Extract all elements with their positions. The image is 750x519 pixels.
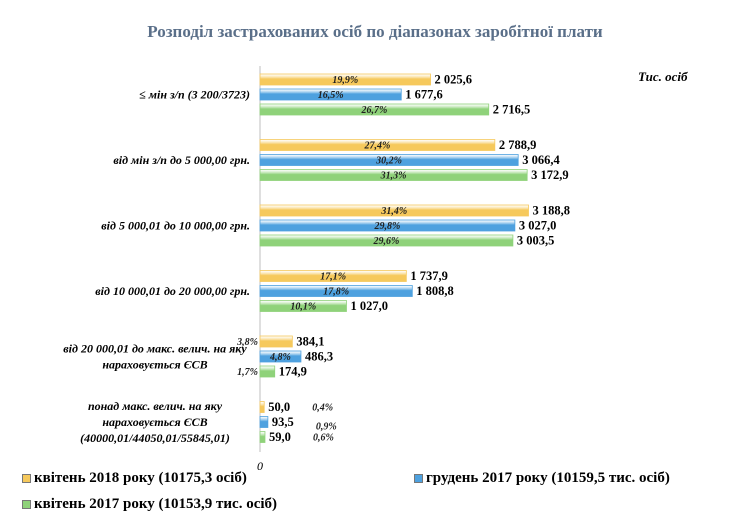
percent-label: 0,6% [313,433,334,444]
bar-dec-2017 [259,285,413,297]
value-label: 3 003,5 [517,234,555,248]
bar-dec-2017 [259,154,519,166]
value-label: 2 716,5 [493,103,531,117]
bar-apr-2018 [259,401,265,413]
units-label: Тис. осіб [638,69,688,84]
bar-apr-2017 [259,103,490,116]
percent-label: 29,6% [373,236,400,247]
bar-apr-2017 [259,300,347,312]
x-tick-label: 0 [257,459,263,473]
percent-label: 17,8% [323,287,349,298]
value-label: 3 066,4 [522,153,560,167]
category-label-line: ≤ мін з/п (3 200/3723) [139,88,250,102]
percent-label: 10,1% [290,302,316,313]
category-label-line: від 10 000,01 до 20 000,00 грн. [95,284,250,298]
bar-apr-2018 [259,204,529,217]
value-label: 486,3 [305,350,333,364]
value-label: 1 677,6 [405,88,443,102]
value-label: 384,1 [296,335,324,349]
category-label-line: від 20 000,01 до макс. велич. на яку [63,342,247,356]
bar-apr-2017 [259,431,266,443]
value-label: 2 025,6 [435,73,473,87]
bar-apr-2017 [259,234,514,247]
bar-apr-2018 [259,270,407,282]
category-label: від 20 000,01 до макс. велич. на яку нара… [63,342,247,372]
category-label: понад макс. велич. на яку нараховується Є… [80,399,230,445]
value-label: 2 788,9 [499,138,537,152]
value-label: 93,5 [272,415,294,429]
percent-label: 3,8% [236,337,258,348]
percent-label: 29,8% [374,221,401,232]
percent-label: 26,7% [360,105,387,116]
value-label: 50,0 [268,400,290,414]
percent-label: 1,7% [237,367,258,378]
category-label: від 5 000,01 до 10 000,00 грн. [101,219,250,233]
bar-dec-2017 [259,350,302,363]
percent-label: 30,2% [375,156,402,167]
value-label: 3 172,9 [531,168,569,182]
category-label-line: нараховується ЄСВ [102,358,207,372]
value-label: 1 737,9 [410,269,448,283]
category-label: від 10 000,01 до 20 000,00 грн. [95,284,250,298]
percent-label: 27,4% [363,141,390,152]
chart-title: Розподіл застрахованих осіб по діапазона… [147,22,603,41]
bar-dec-2017 [259,219,516,232]
percent-label: 4,8% [269,352,291,363]
value-label: 3 188,8 [532,204,570,218]
value-label: 3 027,0 [519,219,557,233]
percent-label: 31,3% [380,171,407,182]
percent-label: 19,9% [332,75,358,86]
percent-label: 31,4% [380,206,407,217]
bar-dec-2017 [259,88,402,101]
category-label-line: (40000,01/44050,01/55845,01) [80,431,230,445]
bar-apr-2018 [259,139,496,151]
percent-label: 16,5% [318,90,344,101]
category-label: від мін з/п до 5 000,00 грн. [113,153,250,167]
category-label-line: нараховується ЄСВ [102,415,207,429]
bar-dec-2017 [259,416,269,428]
percent-label: 0,9% [316,422,337,433]
percent-label: 0,4% [312,403,333,414]
category-label: ≤ мін з/п (3 200/3723) [139,88,250,102]
bar-apr-2017 [259,365,276,378]
value-label: 1 027,0 [350,299,388,313]
value-label: 174,9 [279,365,307,379]
bar-apr-2018 [259,73,431,86]
percent-label: 17,1% [320,272,346,283]
value-label: 59,0 [269,430,291,444]
value-label: 1 808,8 [416,284,454,298]
category-label-line: понад макс. велич. на яку [88,399,223,413]
chart-marks: ≤ мін з/п (3 200/3723) 2 025,6 19,9% 1 677,… [63,73,570,446]
category-label-line: від 5 000,01 до 10 000,00 грн. [101,219,250,233]
bar-apr-2018 [259,335,293,348]
category-label-line: від мін з/п до 5 000,00 грн. [113,153,250,167]
bar-apr-2017 [259,169,528,181]
